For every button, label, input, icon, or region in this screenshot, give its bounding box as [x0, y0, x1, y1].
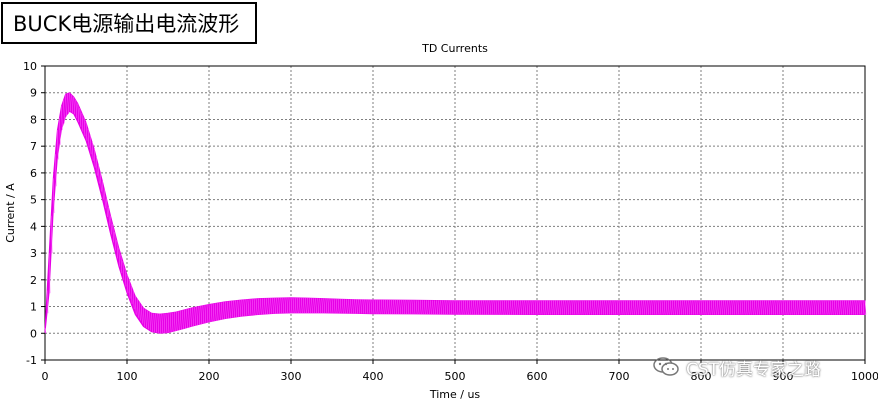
x-tick-label: 100: [117, 370, 138, 383]
x-tick-label: 900: [773, 370, 794, 383]
y-tick-label: 10: [23, 60, 37, 73]
x-tick-label: 0: [42, 370, 49, 383]
y-tick-label: 7: [30, 140, 37, 153]
caption-box: BUCK电源输出电流波形: [1, 2, 257, 44]
x-tick-label: 200: [199, 370, 220, 383]
wechat-icon: [653, 357, 679, 376]
x-tick-label: 800: [691, 370, 712, 383]
x-tick-label: 1000: [851, 370, 878, 383]
x-tick-label: 400: [363, 370, 384, 383]
caption-text: BUCK电源输出电流波形: [13, 12, 240, 36]
x-tick-label: 700: [609, 370, 630, 383]
y-tick-label: 2: [30, 274, 37, 287]
x-tick-labels: 0 100 200 300 400 500 600 700 800 900 1000: [42, 360, 878, 383]
y-tick-label: 1: [30, 301, 37, 314]
series-layer: [44, 92, 867, 334]
y-tick-label: 0: [30, 327, 37, 340]
y-tick-label: 6: [30, 167, 37, 180]
x-tick-label: 600: [527, 370, 548, 383]
x-tick-label: 500: [445, 370, 466, 383]
y-axis-title: Current / A: [4, 183, 17, 243]
series-envelope: [44, 92, 866, 334]
x-tick-label: 300: [281, 370, 302, 383]
series-ripple: [44, 92, 867, 334]
y-tick-label: 5: [30, 194, 37, 207]
y-tick-label: 9: [30, 87, 37, 100]
watermark: CST仿真专家之路: [652, 356, 822, 380]
watermark-text: CST仿真专家之路: [686, 359, 822, 380]
y-tick-label: 4: [30, 220, 37, 233]
y-tick-labels: -1 0 1 2 3 4 5 6 7 8 9 10: [23, 60, 45, 367]
chart-title: TD Currents: [421, 42, 488, 55]
x-axis-title: Time / us: [429, 388, 481, 401]
y-tick-label: 3: [30, 247, 37, 260]
y-tick-label: -1: [26, 354, 37, 367]
y-tick-label: 8: [30, 113, 37, 126]
